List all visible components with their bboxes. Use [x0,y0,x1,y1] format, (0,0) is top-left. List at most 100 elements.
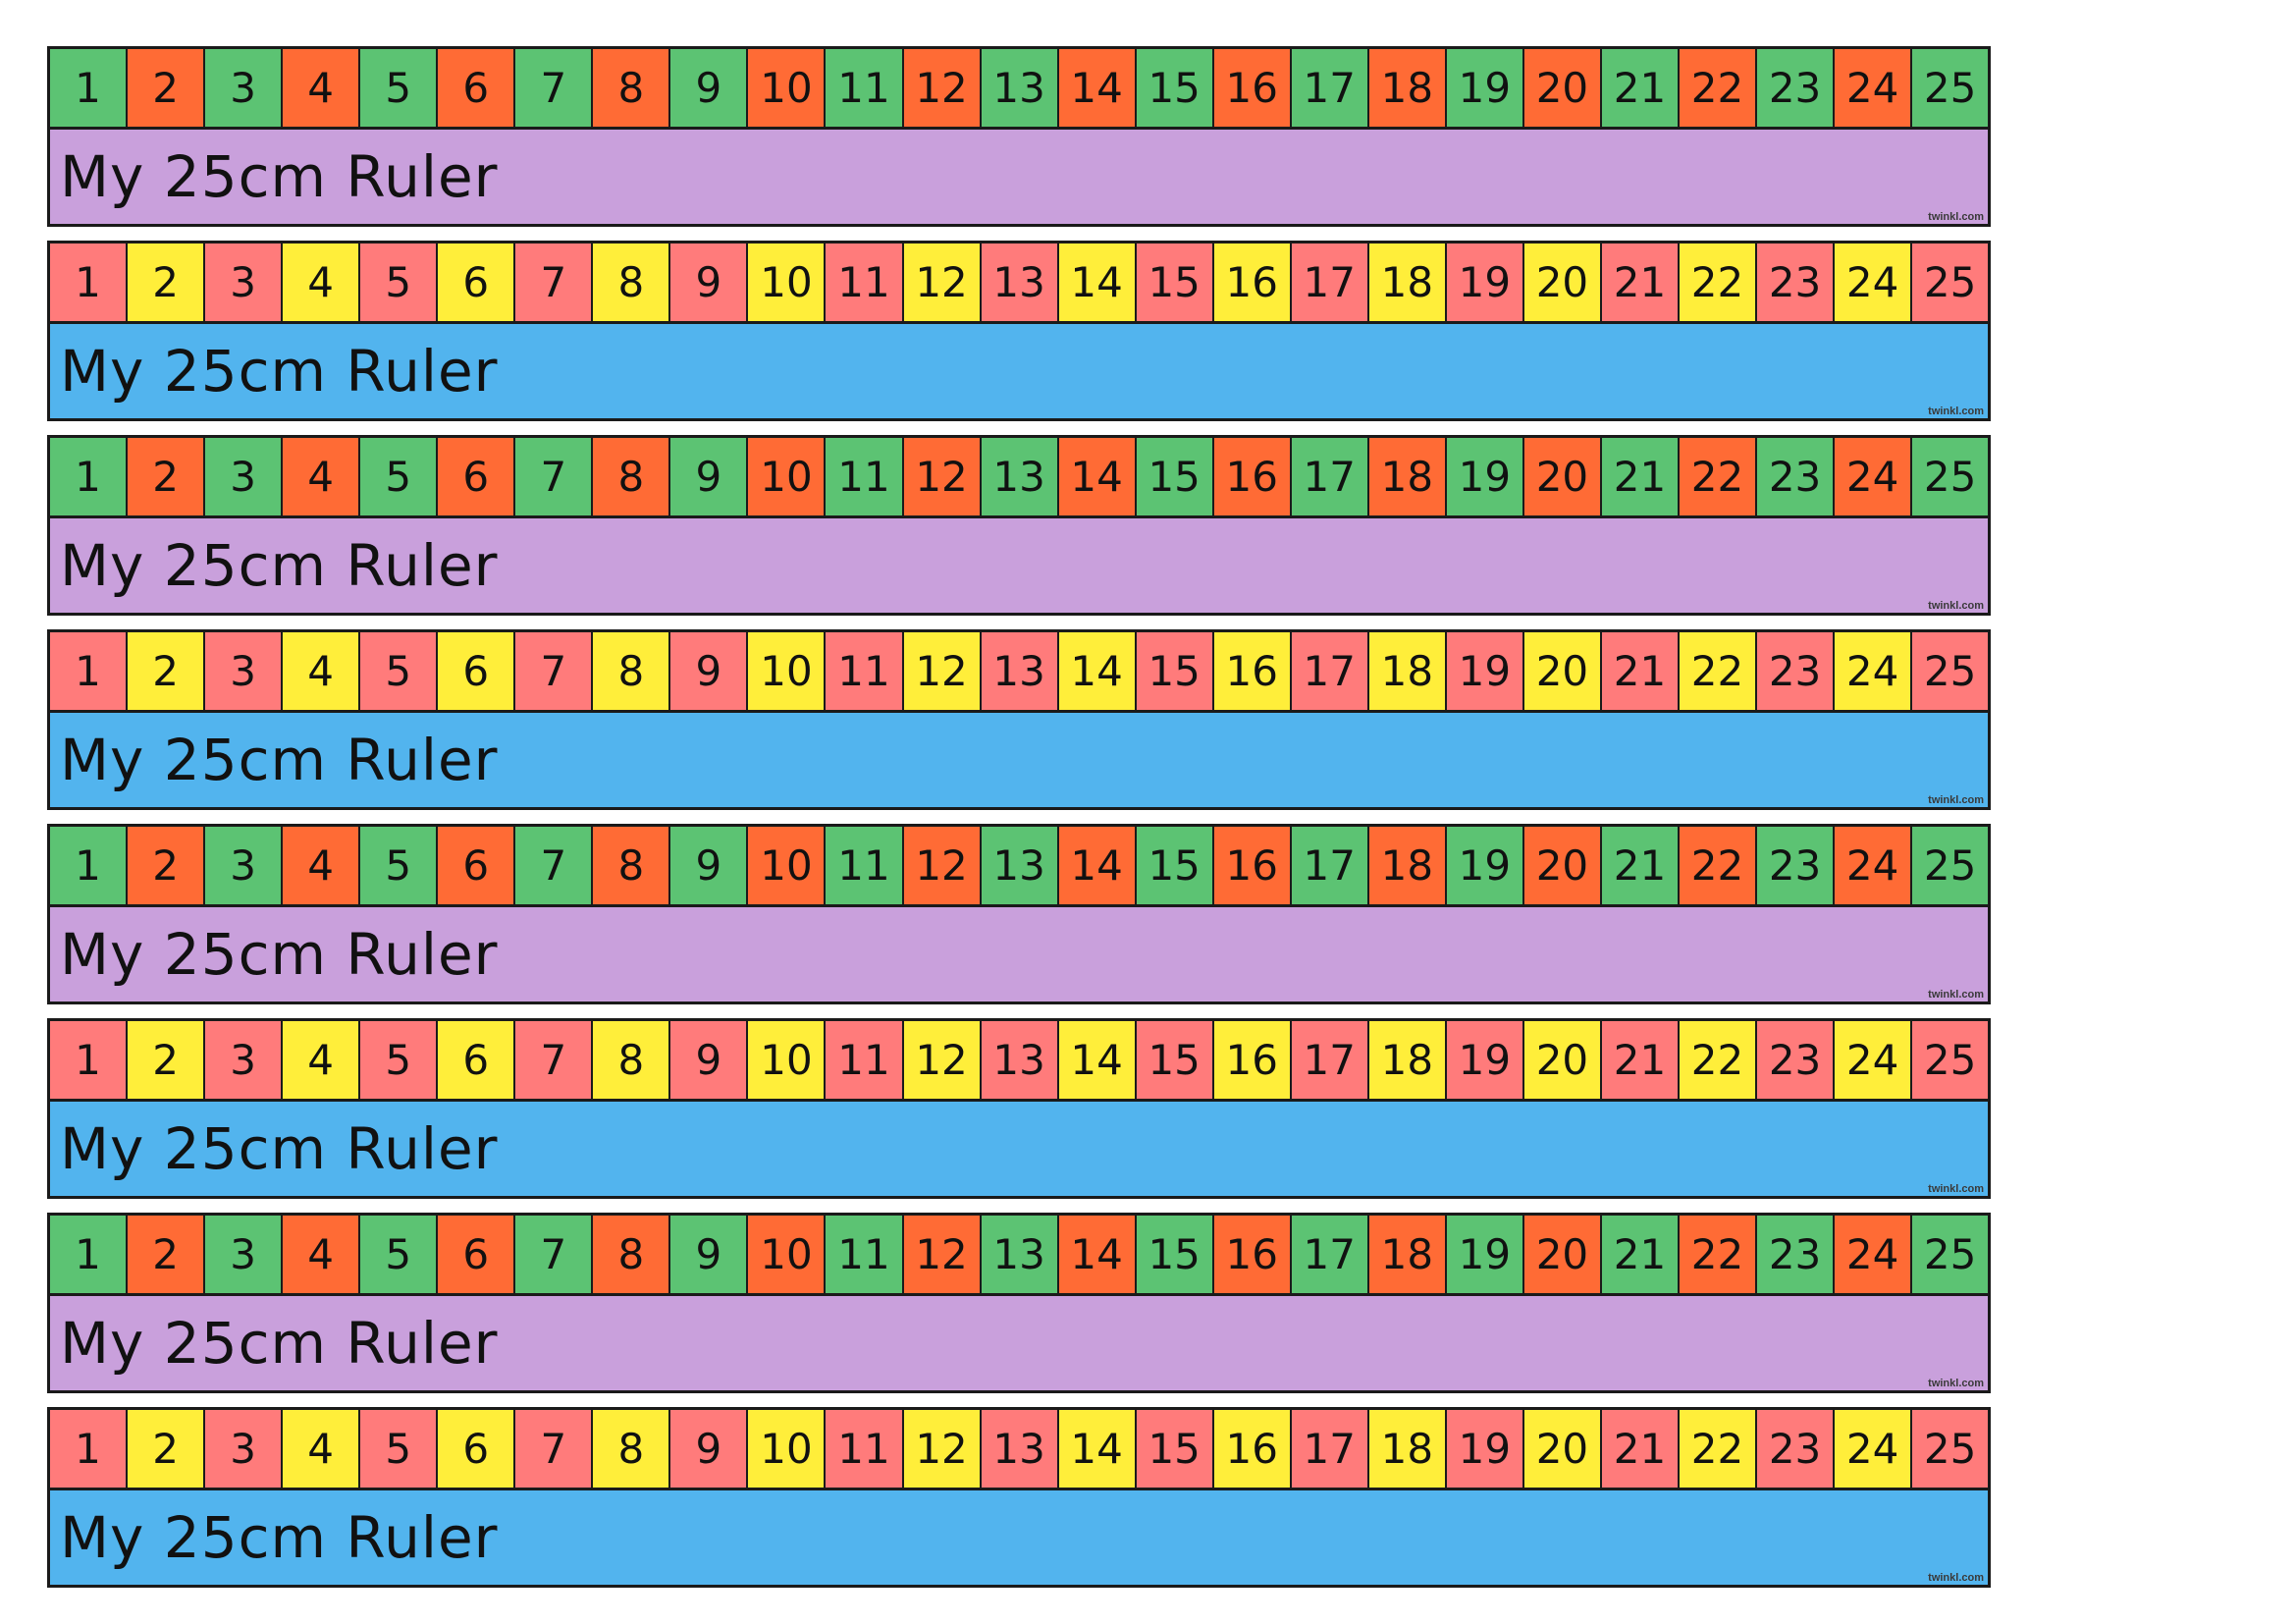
ruler-cell: 1 [50,1216,129,1293]
ruler-title: My 25cm Ruler [60,921,499,988]
ruler-cell: 5 [360,827,439,904]
ruler-cell: 24 [1835,827,1913,904]
ruler-cell: 6 [438,244,516,321]
ruler-cell: 13 [981,244,1059,321]
ruler-cell: 17 [1291,1021,1369,1099]
ruler-3: 1 2 3 4 5 6 7 8 9 10 11 12 13 14 15 16 17 18 19 20 21 22 23 24 2… [47,435,1991,616]
ruler-cell: 20 [1523,1021,1602,1099]
ruler-cell: 23 [1757,1410,1836,1488]
ruler-cell: 21 [1601,1216,1680,1293]
ruler-cell: 15 [1136,1021,1214,1099]
ruler-cell: 3 [205,1216,284,1293]
ruler-title: My 25cm Ruler [60,727,499,793]
ruler-cell: 22 [1679,1216,1758,1293]
brand-label: twinkl.com [1928,989,1984,1001]
ruler-cell: 13 [981,827,1059,904]
ruler-cell: 18 [1368,1216,1447,1293]
ruler-cell: 20 [1523,438,1602,515]
ruler-5: 1 2 3 4 5 6 7 8 9 10 11 12 13 14 15 16 17 18 19 20 21 22 23 24 2… [47,824,1991,1004]
ruler-cell: 20 [1523,1216,1602,1293]
ruler-cell: 6 [438,438,516,515]
ruler-scale: 1 2 3 4 5 6 7 8 9 10 11 12 13 14 15 16 17 18 19 20 21 22 23 24 2… [50,1216,1989,1296]
ruler-cell: 2 [128,49,206,127]
ruler-cell: 3 [205,1021,284,1099]
ruler-cell: 15 [1136,827,1214,904]
ruler-cell: 2 [128,438,206,515]
ruler-cell: 20 [1523,632,1602,710]
ruler-cell: 4 [283,438,361,515]
ruler-cell: 5 [360,1216,439,1293]
ruler-banner: My 25cm Ruler twinkl.com [50,1296,1988,1390]
ruler-cell: 12 [903,244,982,321]
ruler-cell: 5 [360,244,439,321]
ruler-cell: 25 [1912,49,1989,127]
ruler-cell: 18 [1368,1021,1447,1099]
ruler-cell: 14 [1058,49,1137,127]
ruler-title: My 25cm Ruler [60,1504,499,1571]
ruler-cell: 9 [670,1021,749,1099]
brand-label: twinkl.com [1928,1572,1984,1584]
brand-label: twinkl.com [1928,794,1984,806]
ruler-cell: 7 [515,1021,594,1099]
ruler-cell: 20 [1523,827,1602,904]
brand-label: twinkl.com [1928,406,1984,417]
ruler-7: 1 2 3 4 5 6 7 8 9 10 11 12 13 14 15 16 17 18 19 20 21 22 23 24 2… [47,1213,1991,1393]
ruler-cell: 4 [283,1021,361,1099]
ruler-cell: 24 [1835,1410,1913,1488]
ruler-cell: 8 [593,1216,671,1293]
ruler-cell: 9 [670,1216,749,1293]
ruler-cell: 11 [826,1021,904,1099]
ruler-cell: 25 [1912,244,1989,321]
ruler-cell: 1 [50,438,129,515]
ruler-cell: 24 [1835,1021,1913,1099]
ruler-cell: 16 [1213,438,1292,515]
ruler-cell: 17 [1291,244,1369,321]
ruler-cell: 21 [1601,244,1680,321]
ruler-cell: 7 [515,1410,594,1488]
brand-label: twinkl.com [1928,211,1984,223]
ruler-cell: 23 [1757,49,1836,127]
ruler-cell: 10 [748,49,827,127]
ruler-cell: 3 [205,49,284,127]
ruler-cell: 19 [1446,1216,1524,1293]
ruler-cell: 1 [50,632,129,710]
ruler-cell: 24 [1835,438,1913,515]
ruler-cell: 9 [670,827,749,904]
ruler-cell: 7 [515,827,594,904]
ruler-cell: 16 [1213,1216,1292,1293]
ruler-cell: 19 [1446,49,1524,127]
ruler-cell: 23 [1757,632,1836,710]
ruler-title: My 25cm Ruler [60,338,499,405]
ruler-cell: 14 [1058,827,1137,904]
ruler-cell: 7 [515,632,594,710]
ruler-cell: 6 [438,827,516,904]
ruler-cell: 4 [283,1410,361,1488]
ruler-cell: 8 [593,1410,671,1488]
ruler-cell: 3 [205,1410,284,1488]
ruler-cell: 9 [670,438,749,515]
ruler-cell: 7 [515,244,594,321]
ruler-cell: 14 [1058,244,1137,321]
ruler-cell: 25 [1912,438,1989,515]
ruler-cell: 18 [1368,438,1447,515]
ruler-cell: 3 [205,244,284,321]
brand-label: twinkl.com [1928,600,1984,612]
ruler-cell: 22 [1679,827,1758,904]
ruler-cell: 9 [670,244,749,321]
ruler-cell: 11 [826,827,904,904]
ruler-cell: 21 [1601,438,1680,515]
ruler-cell: 20 [1523,244,1602,321]
ruler-cell: 25 [1912,1021,1989,1099]
ruler-cell: 2 [128,1021,206,1099]
ruler-cell: 13 [981,49,1059,127]
ruler-cell: 8 [593,632,671,710]
ruler-8: 1 2 3 4 5 6 7 8 9 10 11 12 13 14 15 16 17 18 19 20 21 22 23 24 2… [47,1407,1991,1588]
ruler-cell: 10 [748,1410,827,1488]
ruler-cell: 23 [1757,244,1836,321]
ruler-cell: 18 [1368,49,1447,127]
ruler-cell: 21 [1601,827,1680,904]
ruler-cell: 16 [1213,244,1292,321]
ruler-cell: 22 [1679,632,1758,710]
ruler-cell: 10 [748,244,827,321]
ruler-cell: 15 [1136,632,1214,710]
